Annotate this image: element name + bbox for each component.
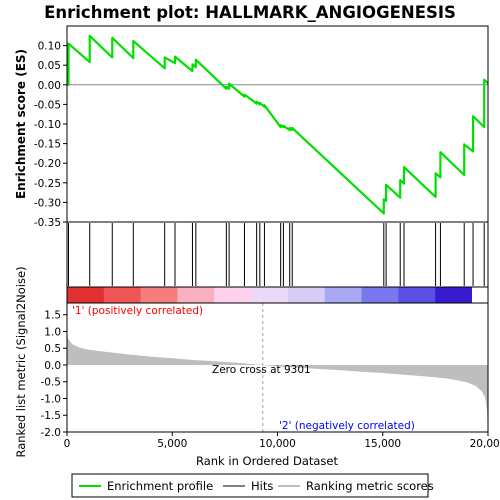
metric-ytick-label: 0.0 [44,360,61,372]
metric-ytick-label: 1.5 [44,310,61,322]
metric-ytick-label: -2.0 [41,427,62,439]
legend: Enrichment profile Hits Ranking metric s… [71,473,434,498]
es-ytick-label: -0.30 [34,197,61,209]
hits-panel-frame [66,221,489,288]
legend-hits-label: Hits [251,479,273,493]
x-axis-label: Rank in Ordered Dataset [196,454,339,468]
legend-box [71,473,429,498]
es-ytick-label: -0.10 [34,119,61,131]
metric-panel-frame [66,302,489,433]
es-ytick-label: 0.10 [38,41,61,53]
xtick-label: 0 [64,438,71,450]
color-bar-segment [214,287,252,303]
metric-panel: -2.0 -1.5 -1.0 -0.5 0.0 0.5 1.0 1.5 0 5,000 10,00… [41,302,500,450]
color-bar-segment [287,287,326,303]
xtick-label: 15,000 [364,438,401,450]
chart-title: Enrichment plot: HALLMARK_ANGIOGENESIS [44,3,456,22]
es-y-axis: -0.35 -0.30 -0.25 -0.20 -0.15 -0.10 -0.05 0.00 0… [34,41,67,229]
color-bar-segment [140,287,178,303]
color-bar-segment [398,287,436,303]
color-bar-segment [251,287,289,303]
metric-y-axis: -2.0 -1.5 -1.0 -0.5 0.0 0.5 1.0 1.5 [41,310,67,439]
es-ytick-label: -0.15 [34,139,61,151]
metric-ytick-label: 0.5 [44,343,61,355]
metric-ytick-label: -1.5 [41,410,62,422]
metric-ytick-label: 1.0 [44,326,61,338]
color-bar-segment [435,287,473,303]
metric-ytick-label: -1.0 [41,393,62,405]
legend-metric-label: Ranking metric scores [306,479,434,493]
xtick-label: 5,000 [157,438,187,450]
es-ytick-label: 0.05 [38,60,61,72]
es-ytick-label: -0.25 [34,178,61,190]
es-ytick-label: -0.20 [34,158,61,170]
color-bar-tail [472,287,488,303]
ranking-metric-area [67,331,488,431]
negative-correlation-label: '2' (negatively correlated) [279,420,415,432]
rank-color-bar [66,286,489,304]
color-bar-segment [177,287,215,303]
enrichment-profile-line [67,34,489,215]
metric-y-axis-label: Ranked list metric (Signal2Noise) [14,266,28,457]
es-panel: -0.35 -0.30 -0.25 -0.20 -0.15 -0.10 -0.05 0.00 0… [34,25,489,229]
zero-cross-label: Zero cross at 9301 [212,364,311,376]
xtick-label: 10,000 [259,438,296,450]
es-ytick-label: -0.35 [34,217,61,229]
hits-panel [66,221,489,288]
es-ytick-label: -0.05 [34,99,61,111]
color-bar-segment [324,287,363,303]
color-bar-segment [361,287,399,303]
metric-ytick-label: -0.5 [41,377,62,389]
hit-marks-layer [67,223,485,286]
x-axis: 0 5,000 10,000 15,000 20,000 [64,432,500,450]
es-y-axis-label: Enrichment score (ES) [14,49,28,199]
es-curve-layer [67,34,489,215]
legend-enrichment-label: Enrichment profile [107,479,213,493]
color-bar-segment [103,287,142,303]
positive-correlation-label: '1' (positively correlated) [72,305,203,317]
color-bar-segment [67,287,105,303]
xtick-label: 20,000 [470,438,500,450]
metric-area-layer [67,331,488,431]
es-ytick-label: 0.00 [38,80,61,92]
